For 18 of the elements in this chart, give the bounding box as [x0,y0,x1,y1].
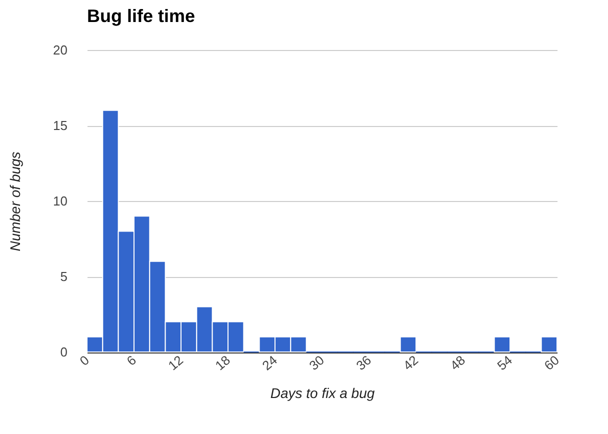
x-tick-label: 48 [447,352,468,374]
x-tick-label: 18 [212,352,233,374]
x-tick-label: 30 [306,352,327,374]
y-tick-label: 10 [53,194,68,208]
x-tick-label: 42 [400,352,421,374]
y-axis-title: Number of bugs [7,152,24,252]
x-axis-title: Days to fix a bug [270,385,375,402]
y-tick-label: 15 [53,118,68,133]
x-tick-label: 54 [494,352,515,374]
x-tick-label: 12 [165,352,186,374]
x-tick-label: 36 [353,352,374,374]
y-tick-label: 20 [53,42,68,58]
x-tick-label: 0 [76,352,92,369]
x-tick-label: 6 [124,352,139,369]
x-tick-label: 24 [259,352,280,374]
y-tick-label: 5 [60,269,68,284]
chart-title: Bug life time [87,6,196,26]
x-tick-label: 60 [541,352,562,374]
